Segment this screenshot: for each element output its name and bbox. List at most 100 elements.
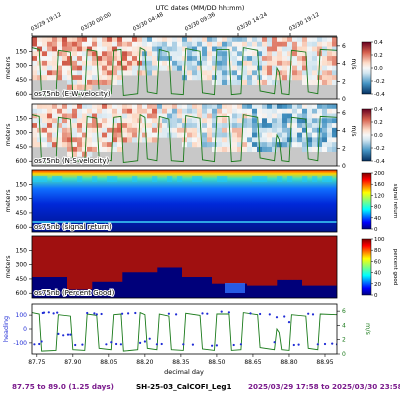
velocity-cell bbox=[197, 75, 203, 81]
velocity-cell bbox=[112, 118, 118, 124]
top-tick-label: 03/29 19:12 bbox=[30, 12, 62, 33]
velocity-cell bbox=[167, 113, 173, 119]
velocity-cell bbox=[292, 41, 298, 47]
velocity-cell bbox=[267, 60, 273, 66]
percent-good-cell bbox=[62, 236, 68, 278]
velocity-cell bbox=[47, 113, 53, 119]
velocity-cell bbox=[67, 118, 73, 124]
velocity-cell bbox=[172, 51, 178, 57]
velocity-cell bbox=[177, 118, 183, 124]
velocity-cell bbox=[322, 65, 328, 71]
velocity-cell bbox=[62, 113, 68, 119]
velocity-cell bbox=[62, 51, 68, 57]
velocity-cell bbox=[107, 132, 113, 138]
velocity-cell bbox=[267, 108, 273, 114]
velocity-cell bbox=[37, 37, 43, 43]
velocity-cell bbox=[107, 37, 113, 43]
velocity-cell bbox=[277, 46, 283, 52]
velocity-cell bbox=[312, 118, 318, 124]
velocity-cell bbox=[122, 108, 128, 114]
velocity-cell bbox=[102, 146, 108, 152]
velocity-cell bbox=[317, 46, 323, 52]
velocity-cell bbox=[252, 137, 258, 143]
velocity-cell bbox=[107, 108, 113, 114]
velocity-cell bbox=[32, 108, 38, 114]
signal-cell bbox=[112, 176, 118, 182]
velocity-cell bbox=[312, 132, 318, 138]
velocity-cell bbox=[172, 41, 178, 47]
velocity-cell bbox=[212, 65, 218, 71]
velocity-cell bbox=[157, 41, 163, 47]
signal-cell bbox=[197, 176, 203, 182]
velocity-cell bbox=[217, 79, 223, 85]
y-tick-label: 600 bbox=[16, 290, 28, 297]
velocity-cell bbox=[77, 113, 83, 119]
velocity-cell bbox=[167, 41, 173, 47]
colorbar-tick-label: 40 bbox=[374, 271, 381, 277]
velocity-cell bbox=[232, 60, 238, 66]
velocity-cell bbox=[147, 41, 153, 47]
velocity-cell bbox=[262, 75, 268, 81]
velocity-cell bbox=[282, 104, 288, 110]
velocity-cell bbox=[252, 56, 258, 62]
velocity-cell bbox=[72, 70, 78, 76]
heading-point bbox=[143, 340, 146, 343]
velocity-cell bbox=[102, 132, 108, 138]
velocity-cell bbox=[182, 142, 188, 148]
velocity-cell bbox=[277, 108, 283, 114]
velocity-cell bbox=[132, 108, 138, 114]
velocity-cell bbox=[77, 123, 83, 129]
velocity-cell bbox=[332, 41, 337, 47]
velocity-cell bbox=[172, 108, 178, 114]
heading-point bbox=[93, 312, 96, 315]
velocity-cell bbox=[57, 51, 63, 57]
velocity-cell bbox=[252, 118, 258, 124]
velocity-cell bbox=[117, 79, 123, 85]
velocity-cell bbox=[212, 108, 218, 114]
velocity-cell bbox=[127, 60, 133, 66]
velocity-cell bbox=[102, 46, 108, 52]
top-tick-label: 03/30 04:48 bbox=[132, 12, 165, 33]
signal-cell bbox=[42, 176, 48, 182]
velocity-cell bbox=[147, 118, 153, 124]
velocity-cell bbox=[67, 113, 73, 119]
velocity-cell bbox=[332, 75, 337, 81]
velocity-cell bbox=[47, 70, 53, 76]
velocity-cell bbox=[37, 132, 43, 138]
velocity-cell bbox=[87, 79, 93, 85]
velocity-cell bbox=[207, 142, 213, 148]
velocity-cell bbox=[37, 104, 43, 110]
ew-colorbar-ticks: 0.4 0.2 0.0 -0.2 -0.4 bbox=[371, 40, 385, 98]
velocity-cell bbox=[257, 118, 263, 124]
velocity-cell bbox=[112, 56, 118, 62]
heading-point bbox=[283, 315, 286, 318]
velocity-cell bbox=[157, 65, 163, 71]
velocity-cell bbox=[117, 46, 123, 52]
velocity-cell bbox=[312, 146, 318, 152]
velocity-cell bbox=[147, 37, 153, 43]
heading-point bbox=[249, 312, 252, 315]
velocity-cell bbox=[112, 51, 118, 57]
velocity-cell bbox=[317, 132, 323, 138]
velocity-cell bbox=[177, 108, 183, 114]
velocity-cell bbox=[252, 37, 258, 43]
velocity-cell bbox=[237, 79, 243, 85]
velocity-cell bbox=[122, 56, 128, 62]
velocity-cell bbox=[307, 70, 313, 76]
velocity-cell bbox=[162, 132, 168, 138]
velocity-cell bbox=[167, 51, 173, 57]
velocity-cell bbox=[307, 41, 313, 47]
velocity-cell bbox=[122, 123, 128, 129]
velocity-cell bbox=[112, 142, 118, 148]
velocity-cell bbox=[217, 56, 223, 62]
velocity-cell bbox=[47, 108, 53, 114]
velocity-cell bbox=[267, 65, 273, 71]
velocity-cell bbox=[222, 41, 228, 47]
velocity-cell bbox=[52, 118, 58, 124]
heading-point bbox=[259, 312, 262, 316]
velocity-cell bbox=[267, 104, 273, 110]
velocity-cell bbox=[112, 132, 118, 138]
velocity-cell bbox=[127, 113, 133, 119]
heading-point bbox=[323, 342, 327, 346]
velocity-cell bbox=[82, 123, 88, 129]
